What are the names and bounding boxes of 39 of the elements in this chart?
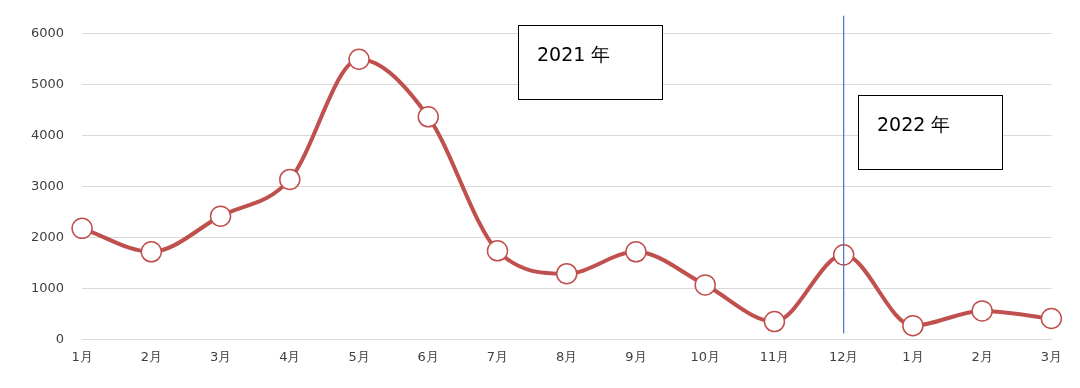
point [1040, 307, 1063, 330]
point [832, 244, 855, 266]
x-tick-label: 7月 [486, 348, 509, 364]
point [902, 314, 924, 337]
point [71, 217, 93, 240]
point [486, 240, 509, 262]
point [694, 274, 716, 296]
point [417, 106, 440, 128]
point [555, 262, 578, 285]
x-tick-label: 9月 [625, 348, 647, 364]
note-box: 2021 年 [518, 25, 663, 100]
point [348, 48, 370, 71]
y-tick-label: 0 [55, 330, 65, 346]
point [763, 310, 786, 333]
x-tick-label: 1月 [902, 348, 924, 364]
y-tick-label: 3000 [30, 177, 65, 193]
y-tick-label: 1000 [30, 279, 65, 295]
x-tick-label: 10月 [690, 348, 720, 364]
x-tick-label: 12月 [828, 348, 859, 364]
point [971, 300, 993, 322]
x-tick-label: 6月 [417, 348, 439, 364]
x-tick-label: 2月 [971, 348, 993, 364]
x-tick-label: 1月 [71, 348, 93, 364]
x-tick-label: 2月 [140, 348, 162, 364]
point [209, 205, 232, 227]
point [279, 168, 301, 191]
x-tick-label: 4月 [279, 348, 301, 364]
x-tick-label: 8月 [556, 348, 578, 364]
note-box: 2022 年 [858, 95, 1003, 170]
y-tick-label: 4000 [30, 127, 65, 143]
x-tick-label: 3月 [209, 348, 232, 364]
x-tick-label: 5月 [348, 348, 370, 364]
y-tick-label: 6000 [30, 25, 65, 41]
point [140, 241, 163, 263]
y-tick-label: 2000 [30, 228, 65, 244]
y-tick-label: 5000 [30, 76, 65, 92]
x-tick-label: 3月 [1040, 348, 1063, 364]
x-tick-label: 11月 [759, 348, 790, 364]
point [625, 241, 647, 263]
